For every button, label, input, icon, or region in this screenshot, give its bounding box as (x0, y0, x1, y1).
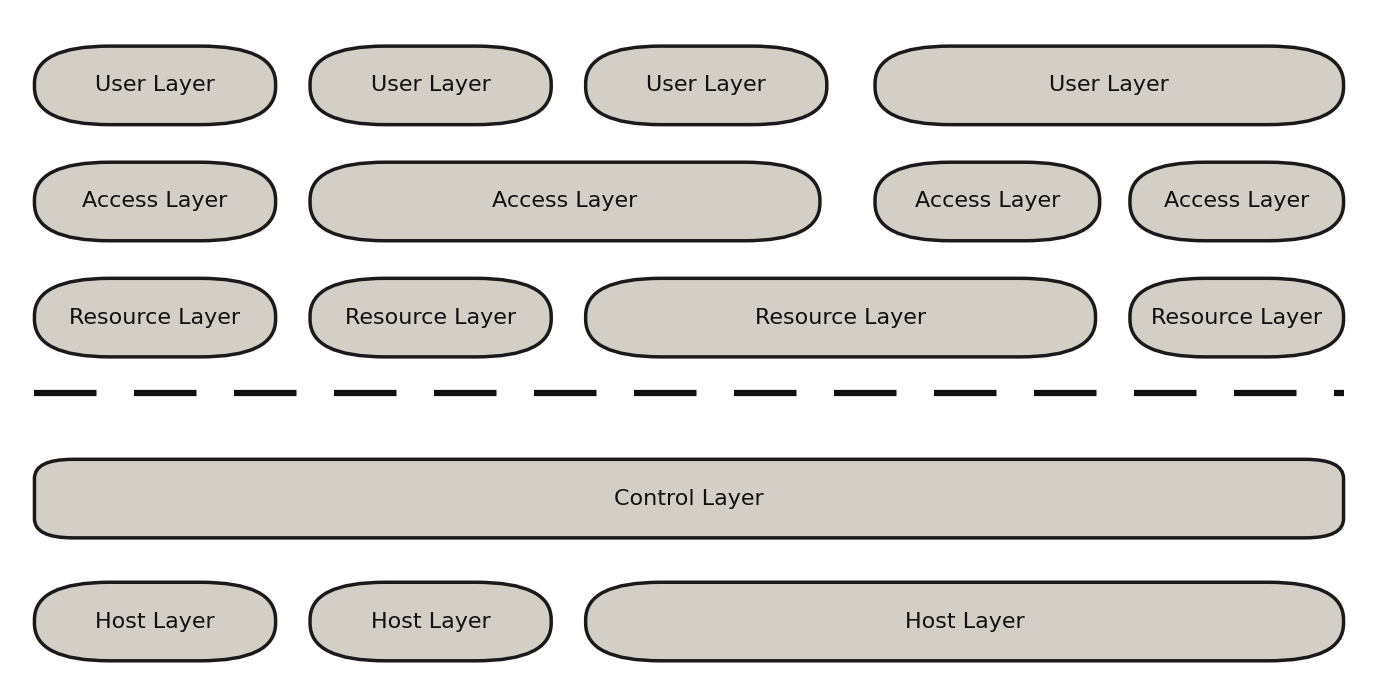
Text: User Layer: User Layer (95, 75, 215, 96)
FancyBboxPatch shape (34, 162, 276, 241)
FancyBboxPatch shape (34, 46, 276, 124)
FancyBboxPatch shape (34, 279, 276, 357)
FancyBboxPatch shape (586, 46, 827, 124)
Text: Host Layer: Host Layer (95, 611, 215, 632)
Text: Resource Layer: Resource Layer (69, 307, 241, 328)
Text: User Layer: User Layer (1050, 75, 1169, 96)
FancyBboxPatch shape (586, 279, 1096, 357)
Text: Control Layer: Control Layer (615, 488, 763, 509)
FancyBboxPatch shape (875, 46, 1344, 124)
Text: Resource Layer: Resource Layer (344, 307, 517, 328)
Text: Access Layer: Access Layer (915, 191, 1060, 212)
Text: Access Layer: Access Layer (83, 191, 227, 212)
FancyBboxPatch shape (875, 162, 1100, 241)
Text: Host Layer: Host Layer (371, 611, 491, 632)
FancyBboxPatch shape (1130, 162, 1344, 241)
Text: Resource Layer: Resource Layer (755, 307, 926, 328)
Text: Host Layer: Host Layer (905, 611, 1024, 632)
Text: User Layer: User Layer (371, 75, 491, 96)
FancyBboxPatch shape (586, 582, 1344, 661)
Text: User Layer: User Layer (646, 75, 766, 96)
FancyBboxPatch shape (34, 459, 1344, 538)
Text: Access Layer: Access Layer (492, 191, 638, 212)
FancyBboxPatch shape (310, 162, 820, 241)
FancyBboxPatch shape (310, 46, 551, 124)
FancyBboxPatch shape (1130, 279, 1344, 357)
FancyBboxPatch shape (310, 582, 551, 661)
FancyBboxPatch shape (310, 279, 551, 357)
Text: Resource Layer: Resource Layer (1151, 307, 1323, 328)
Text: Access Layer: Access Layer (1164, 191, 1309, 212)
FancyBboxPatch shape (34, 582, 276, 661)
